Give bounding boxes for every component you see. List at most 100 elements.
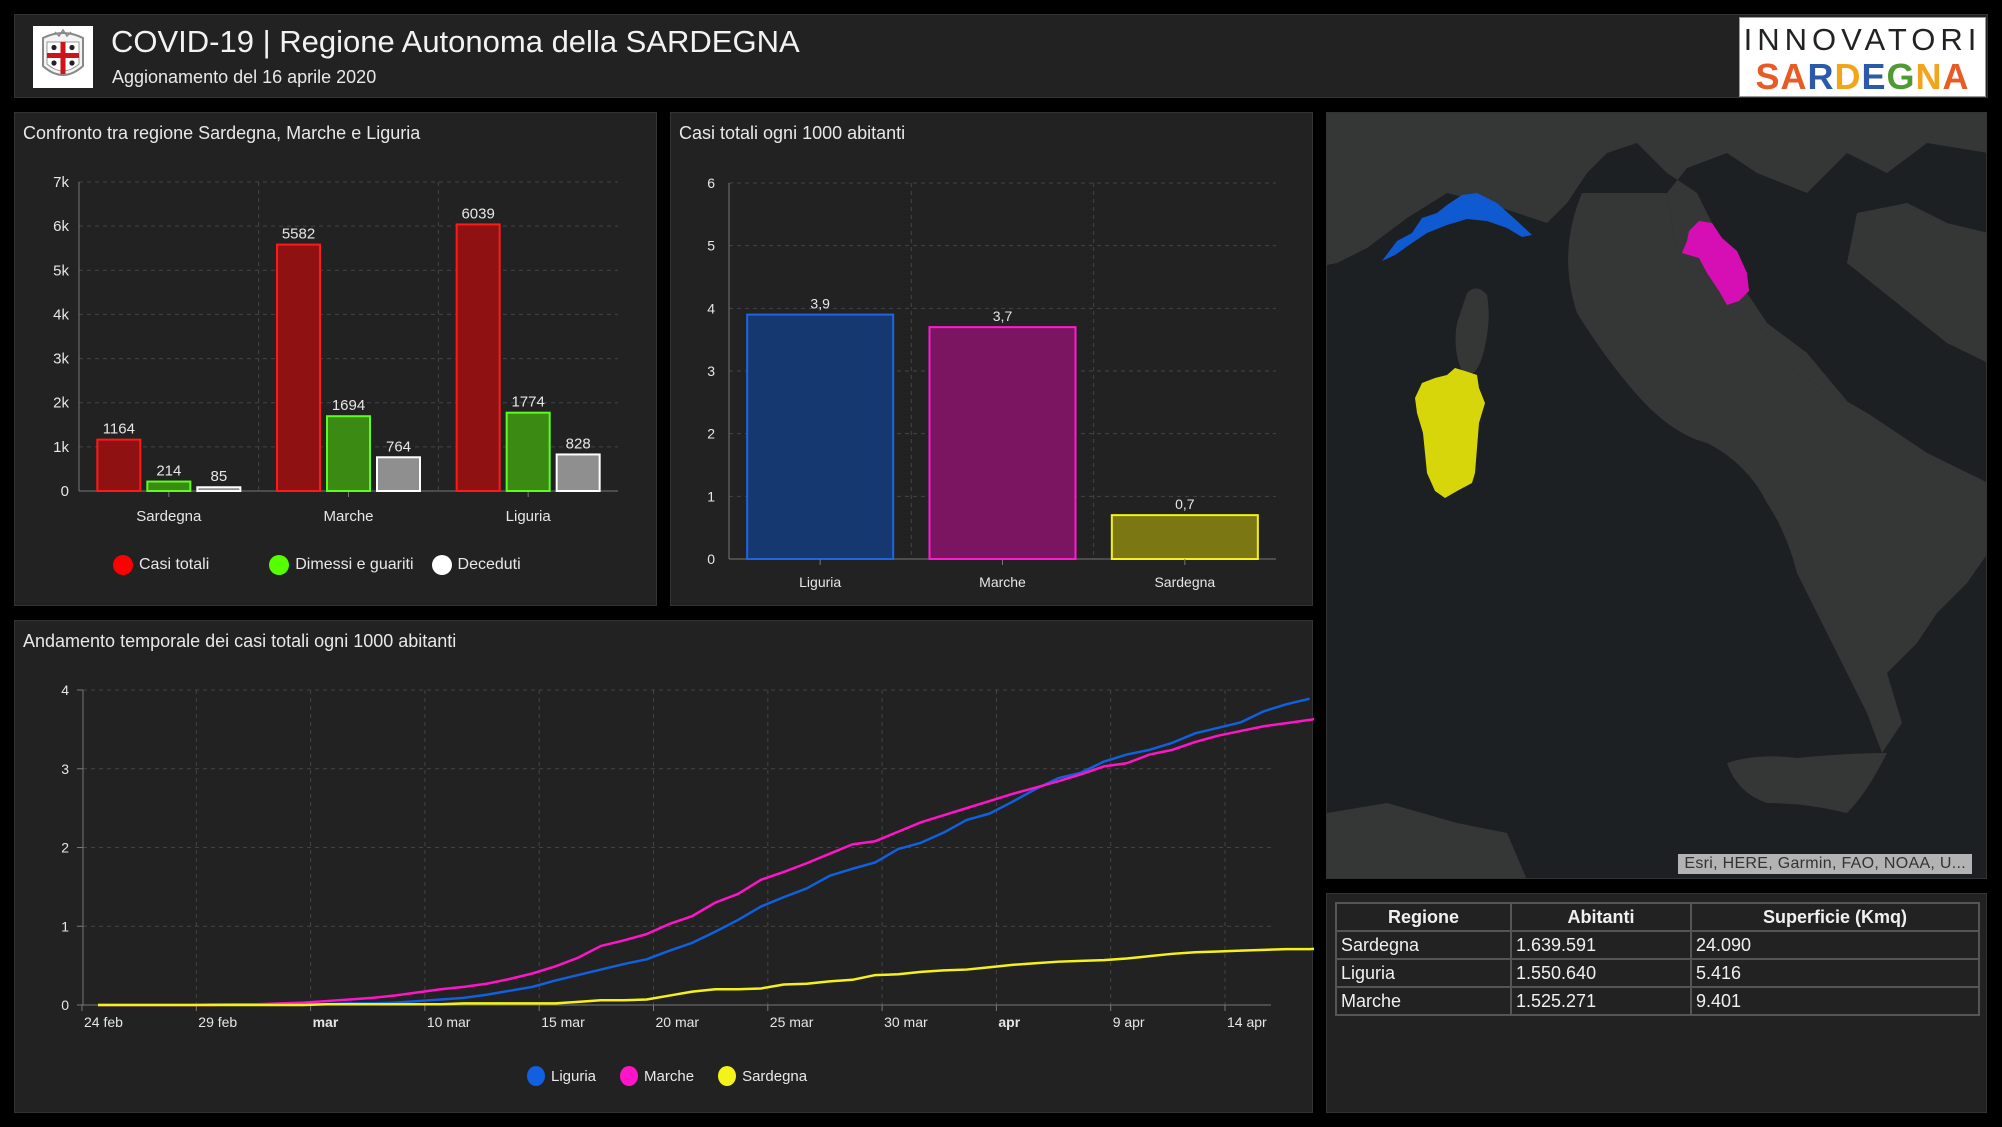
land-peninsula [1568,193,1986,753]
legend-item[interactable]: Dimessi e guariti [269,555,414,575]
y-tick-label: 0 [61,997,69,1013]
chart-panel-timeline: Andamento temporale dei casi totali ogni… [14,620,1314,1113]
legend-label: Marche [644,1067,695,1085]
column-header: Abitanti [1510,902,1692,932]
y-tick-label: 2 [61,840,69,856]
bar-marche[interactable] [928,326,1077,560]
per-1000-bar-chart: 0 1 2 3 4 5 6 3,9 Liguria 3,7 Marche 0,7 Sardegna [707,175,1276,590]
page-title: COVID-19 | Regione Autonoma della SARDEG… [111,24,800,59]
legend-label: Dimessi e guariti [295,556,414,573]
legend-label: Liguria [551,1067,597,1085]
y-tick-label: 6 [707,175,715,191]
chart-legend: Liguria Marche Sardegna [527,1066,831,1086]
bar-casi-totali[interactable] [96,438,142,492]
legend-item[interactable]: Deceduti [431,555,521,575]
bar-value-label: 1164 [103,421,135,438]
legend-item[interactable]: Marche [620,1066,694,1086]
legend-label: Casi totali [139,556,210,573]
logo-letter: D [1834,56,1862,97]
y-tick-label: 4 [707,300,715,316]
y-tick-label: 4k [53,306,69,323]
grouped-bar-chart: 0 1k 2k 3k 4k 5k 6k 7k Sardegna 1164 214 85 Marche 55… [53,174,618,525]
table-cell: Marche [1335,986,1512,1016]
bar-value-label: 0,7 [1175,496,1195,512]
bar-value-label: 3,7 [993,308,1013,324]
bar-value-label: 3,9 [810,296,830,312]
logo-letter: G [1886,56,1916,97]
x-tick-label: 20 mar [656,1014,700,1030]
map-attribution[interactable]: Esri, HERE, Garmin, FAO, NOAA, U... [1678,854,1972,874]
region-sardegna [1415,368,1485,498]
region-info-panel: Regione Abitanti Superficie (Kmq) Sardegna… [1326,893,1987,1113]
x-tick-label: 14 apr [1227,1014,1267,1030]
table-cell: 9.401 [1690,986,1980,1016]
bar-casi-totali[interactable] [276,243,321,492]
legend-label: Deceduti [457,556,521,573]
bar-dimessi-e-guariti[interactable] [326,415,371,492]
series-line-marche[interactable] [98,716,1314,1007]
legend-dot-icon [431,555,452,575]
table-row: Sardegna 1.639.591 24.090 [1335,930,1980,960]
bar-deceduti[interactable] [555,453,601,492]
bar-dimessi-e-guariti[interactable] [505,411,551,493]
table-cell: Sardegna [1335,930,1512,960]
table-row: Marche 1.525.271 9.401 [1335,986,1980,1016]
legend-item[interactable]: Sardegna [718,1066,807,1086]
logo-letter: S [1755,56,1781,97]
land-balkans [1847,203,1986,363]
logo-text-sardegna: SARDEGNA [1740,56,1985,98]
bar-value-label: 1774 [511,394,544,411]
bar-value-label: 6039 [461,205,494,222]
legend-dot-icon [113,555,133,575]
y-tick-label: 1k [53,439,69,456]
bar-deceduti[interactable] [196,486,242,493]
table-header-row: Regione Abitanti Superficie (Kmq) [1335,902,1980,932]
logo-letter: E [1861,56,1887,97]
legend-dot-icon [269,555,290,575]
y-tick-label: 2 [707,426,715,442]
bar-value-label: 85 [210,468,227,485]
x-tick-label: 10 mar [427,1014,471,1030]
chart-title: Andamento temporale dei casi totali ogni… [23,631,457,651]
bar-value-label: 764 [386,438,411,455]
bar-casi-totali[interactable] [455,223,501,492]
bar-deceduti[interactable] [376,456,421,493]
map-canvas [1327,113,1986,878]
bar-value-label: 828 [566,435,591,452]
update-date: Aggionamento del 16 aprile 2020 [112,67,377,87]
logo-letter: A [1942,56,1970,97]
legend-dot-icon [620,1066,639,1086]
x-tick-label: Sardegna [1154,574,1215,590]
series-line-sardegna[interactable] [98,947,1314,1007]
y-tick-label: 2k [53,395,69,412]
x-tick-label: Liguria [799,574,841,590]
column-header: Regione [1335,902,1512,932]
bar-sardegna[interactable] [1110,514,1259,560]
y-tick-label: 3 [61,761,69,777]
map-view[interactable]: Esri, HERE, Garmin, FAO, NOAA, U... [1326,112,1987,879]
land-corsica [1455,288,1489,376]
y-tick-label: 1 [61,918,69,934]
bar-value-label: 1694 [332,397,365,414]
bar-liguria[interactable] [746,313,895,560]
x-tick-label: 30 mar [884,1014,928,1030]
y-tick-label: 4 [61,682,69,698]
logo-letter: R [1807,56,1835,97]
table-cell: 5.416 [1690,958,1980,988]
x-tick-label: Marche [979,574,1026,590]
y-tick-label: 1 [707,488,715,504]
legend-item[interactable]: Liguria [527,1066,596,1086]
y-tick-label: 6k [53,218,69,235]
legend-item[interactable]: Casi totali [113,555,209,575]
x-tick-label: apr [998,1014,1020,1030]
timeline-line-chart: 0 1 2 3 4 24 feb 29 feb mar 10 mar 15 mar 20 mar 25… [61,682,1314,1030]
x-tick-label: Sardegna [136,508,202,525]
x-tick-label: 29 feb [198,1014,237,1030]
land-africa [1327,803,1527,878]
x-tick-label: mar [313,1014,339,1030]
logo-letter: A [1780,56,1808,97]
innovatori-sardegna-logo[interactable]: INNOVATORI SARDEGNA [1739,17,1986,97]
y-tick-label: 3 [707,363,715,379]
chart-title: Casi totali ogni 1000 abitanti [679,123,906,143]
bar-dimessi-e-guariti[interactable] [146,480,192,493]
